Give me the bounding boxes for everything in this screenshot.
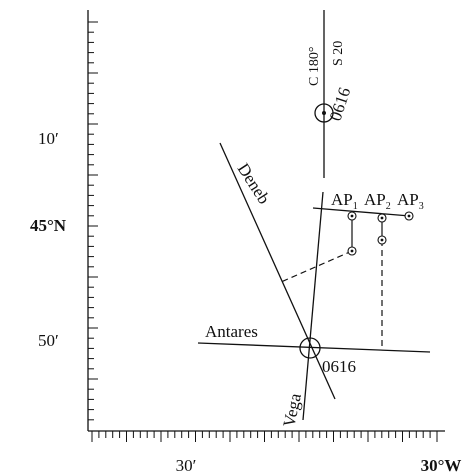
longitude-label-30: 30′ <box>176 456 197 475</box>
antares-lop <box>197 342 431 353</box>
lines-of-position <box>197 142 431 421</box>
longitude-label-30w: 30°W <box>421 456 462 475</box>
ap-markers <box>347 211 414 256</box>
longitude-ticks <box>91 431 438 442</box>
ap2-label: AP2 <box>364 190 391 212</box>
fix-marker <box>299 337 321 359</box>
intercept-lines <box>280 216 383 350</box>
course-label: C 180° <box>307 47 322 86</box>
latitude-ticks <box>88 21 98 421</box>
dr-position-dot <box>322 111 326 115</box>
dr-position-marker <box>314 103 334 123</box>
fix-time-label: 0616 <box>322 357 356 376</box>
sheet-frame <box>87 10 445 432</box>
deneb-label: Deneb <box>234 160 274 208</box>
vega-label: Vega <box>279 391 305 429</box>
vega-lop <box>302 191 324 421</box>
ap3-label: AP3 <box>397 190 424 212</box>
antares-label: Antares <box>205 322 258 341</box>
speed-label: S 20 <box>331 41 346 66</box>
dr-course-line <box>314 10 334 178</box>
latitude-label-50: 50′ <box>38 331 59 350</box>
latitude-label-10: 10′ <box>38 129 59 148</box>
deneb-lop <box>219 142 336 400</box>
ap-line <box>312 207 411 217</box>
latitude-label-45n: 45°N <box>30 216 67 235</box>
ap-marker-dots <box>350 214 411 253</box>
ap1-label: AP1 <box>331 190 358 212</box>
dr-time-label: 0616 <box>326 85 355 123</box>
